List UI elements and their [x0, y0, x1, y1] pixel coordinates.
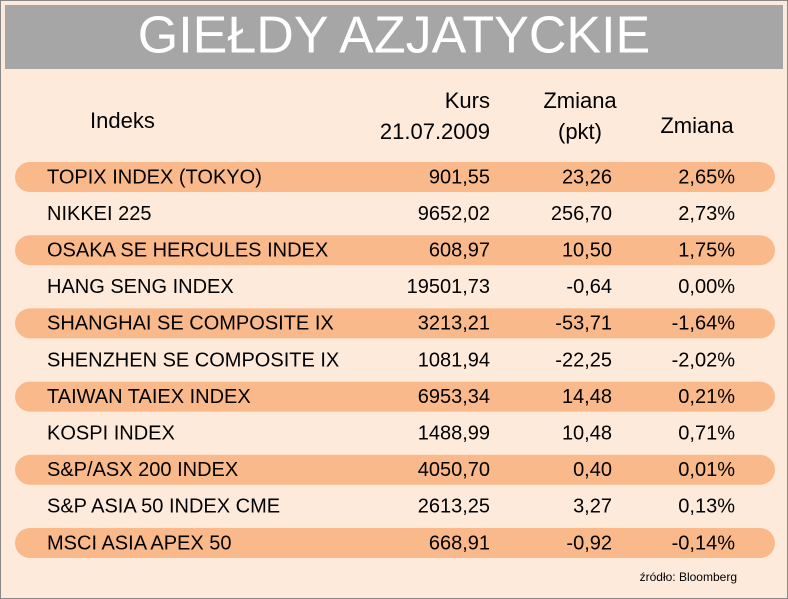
table-cell: 10,48 [562, 422, 612, 444]
table-cell: 1081,94 [418, 349, 490, 371]
table-cell: 19501,73 [407, 276, 490, 298]
table-cell: MSCI ASIA APEX 50 [47, 532, 232, 554]
row-highlight [15, 162, 775, 192]
table-cell: 4050,70 [418, 459, 490, 481]
table-cell: 608,97 [429, 239, 490, 261]
table-cell: OSAKA SE HERCULES INDEX [47, 239, 328, 261]
table-cell: 9652,02 [418, 203, 490, 225]
column-header: (pkt) [558, 119, 602, 144]
table-cell: -22,25 [555, 349, 612, 371]
table-cell: NIKKEI 225 [47, 203, 152, 225]
table-cell: 14,48 [562, 386, 612, 408]
table-cell: 1,75% [678, 239, 735, 261]
table-cell: 901,55 [429, 166, 490, 188]
table-cell: -2,02% [672, 349, 736, 371]
title: GIEŁDY AZJATYCKIE [138, 7, 650, 65]
table-cell: SHENZHEN SE COMPOSITE IX [47, 349, 339, 371]
row-highlight [15, 308, 775, 339]
table-cell: 256,70 [551, 203, 612, 225]
table-cell: 3,27 [573, 496, 612, 518]
table-cell: 0,01% [678, 459, 735, 481]
table-cell: 0,40 [573, 459, 612, 481]
table-cell: 0,71% [678, 422, 735, 444]
table-cell: 3213,21 [418, 313, 490, 335]
table-cell: 10,50 [562, 239, 612, 261]
table-cell: KOSPI INDEX [47, 422, 175, 444]
table-cell: 2,65% [678, 166, 735, 188]
row-highlight [15, 528, 775, 558]
table-cell: 2613,25 [418, 496, 490, 518]
table-cell: -0,14% [672, 532, 736, 554]
row-highlight [15, 454, 775, 485]
table-cell: -0,64 [566, 276, 612, 298]
table-cell: TAIWAN TAIEX INDEX [47, 386, 251, 408]
table-cell: 1488,99 [418, 422, 490, 444]
table-cell: -1,64% [672, 313, 736, 335]
source: źródło: Bloomberg [640, 570, 737, 584]
table-cell: -53,71 [555, 313, 612, 335]
table-cell: 6953,34 [418, 386, 490, 408]
row-highlight [15, 235, 775, 266]
column-header: Indeks [90, 108, 155, 133]
table-cell: S&P/ASX 200 INDEX [47, 459, 238, 481]
table-cell: TOPIX INDEX (TOKYO) [47, 166, 262, 188]
column-header: Zmiana [543, 88, 617, 113]
table-cell: 23,26 [562, 166, 612, 188]
table-cell: 0,21% [678, 386, 735, 408]
table-cell: 0,13% [678, 496, 735, 518]
table-cell: HANG SENG INDEX [47, 276, 234, 298]
table-cell: S&P ASIA 50 INDEX CME [47, 496, 280, 518]
table-cell: 2,73% [678, 203, 735, 225]
table-cell: -0,92 [566, 532, 612, 554]
table-cell: SHANGHAI SE COMPOSITE IX [47, 313, 334, 335]
column-header: Zmiana [660, 113, 734, 138]
column-header: 21.07.2009 [380, 119, 490, 144]
table-cell: 668,91 [429, 532, 490, 554]
table-cell: 0,00% [678, 276, 735, 298]
column-header: Kurs [445, 88, 490, 113]
row-highlight [15, 381, 775, 412]
title-bar [5, 5, 783, 69]
